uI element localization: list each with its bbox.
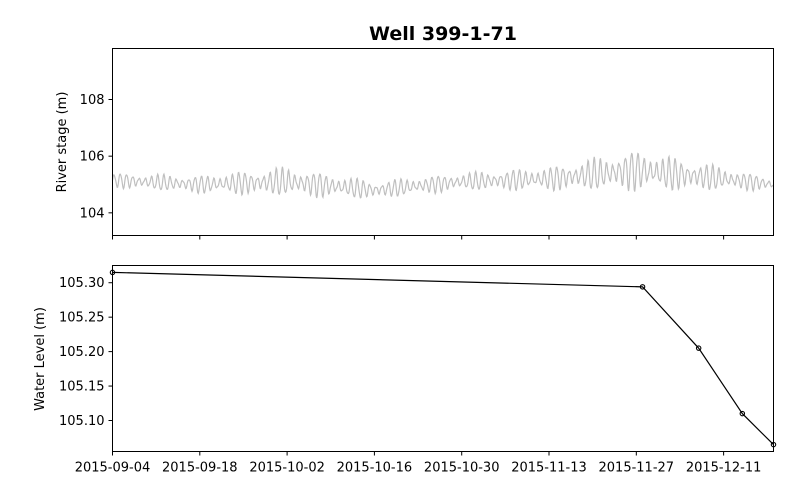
- water-level-y-tick-label: 105.20: [59, 345, 105, 360]
- river-stage-y-label: River stage (m): [55, 92, 70, 193]
- chart-title: Well 399-1-71: [369, 23, 517, 45]
- river-stage-y-axis: 104 106 108: [80, 93, 113, 221]
- river-stage-y-tick-label: 104: [80, 206, 105, 221]
- water-level-y-tick-label: 105.10: [59, 414, 105, 429]
- water-level-x-tick-label: 2015-10-02: [249, 461, 325, 476]
- river-stage-y-tick-label: 106: [80, 150, 105, 165]
- water-level-series: [109, 269, 777, 448]
- water-level-point: [695, 345, 702, 351]
- water-level-x-tick-label: 2015-09-04: [75, 461, 151, 476]
- water-level-y-label: Water Level (m): [33, 307, 48, 411]
- river-stage-y-tick-label: 108: [80, 93, 105, 108]
- water-level-x-tick-label: 2015-11-13: [511, 461, 587, 476]
- water-level-x-tick-label: 2015-10-30: [424, 461, 500, 476]
- river-stage-line: [111, 152, 774, 200]
- water-level-point: [739, 410, 746, 417]
- water-level-panel: 105.10 105.15 105.20 105.25 105.30 2015-09-0…: [33, 265, 777, 476]
- water-level-point: [639, 284, 646, 290]
- water-level-plot-frame: [112, 265, 774, 452]
- water-level-x-tick-label: 2015-10-16: [337, 461, 413, 476]
- water-level-x-axis: 2015-09-04 2015-09-18 2015-10-02 2015-10-16…: [75, 451, 762, 476]
- water-level-x-tick-label: 2015-09-18: [162, 461, 238, 476]
- river-stage-x-axis: [112, 235, 725, 240]
- water-level-y-tick-label: 105.30: [59, 276, 105, 291]
- water-level-y-tick-label: 105.15: [59, 380, 105, 395]
- water-level-y-tick-label: 105.25: [59, 311, 105, 326]
- water-level-y-axis: 105.10 105.15 105.20 105.25 105.30: [59, 276, 113, 429]
- water-level-line: [112, 271, 774, 446]
- river-stage-series: [111, 152, 774, 200]
- water-level-x-tick-label: 2015-12-11: [686, 461, 762, 476]
- water-level-x-tick-label: 2015-11-27: [599, 461, 675, 476]
- river-stage-plot-frame: [112, 48, 774, 236]
- river-stage-panel: 104 106 108 River stage (m): [55, 48, 774, 240]
